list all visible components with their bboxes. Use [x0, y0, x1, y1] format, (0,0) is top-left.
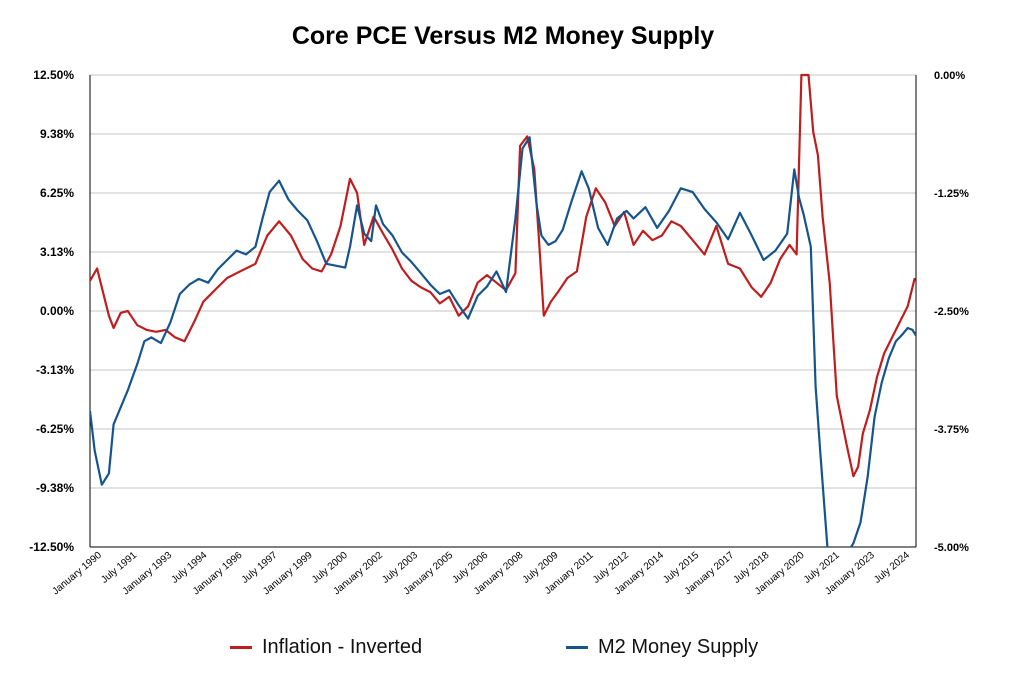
left-y-tick-label: -12.50%	[29, 540, 74, 554]
legend-swatch-inflation	[230, 646, 252, 649]
series-line-m2	[90, 136, 916, 547]
left-y-tick-label: 12.50%	[33, 68, 74, 82]
legend-item-inflation: Inflation - Inverted	[230, 636, 422, 659]
left-y-tick-label: 3.13%	[40, 245, 74, 259]
legend-label-m2: M2 Money Supply	[598, 636, 759, 658]
chart-title: Core PCE Versus M2 Money Supply	[291, 22, 715, 50]
right-y-tick-label: -1.25%	[934, 188, 969, 200]
legend-item-m2: M2 Money Supply	[566, 636, 758, 659]
legend-swatch-m2	[566, 646, 588, 649]
left-y-tick-label: -6.25%	[36, 422, 74, 436]
legend-label-inflation: Inflation - Inverted	[262, 636, 423, 658]
left-y-tick-label: -9.38%	[36, 481, 74, 495]
x-tick-label: July 2024	[872, 550, 912, 586]
series-line-inflation	[90, 73, 916, 478]
x-tick-label: January 1990	[50, 550, 104, 598]
left-y-tick-label: 9.38%	[40, 127, 74, 141]
right-y-tick-label: -5.00%	[934, 542, 969, 554]
series-lines	[90, 73, 916, 547]
right-y-axis: 0.00% -1.25% -2.50% -3.75% -5.00%	[915, 70, 969, 554]
legend: Inflation - Inverted M2 Money Supply	[0, 636, 1006, 660]
right-y-tick-label: -3.75%	[934, 424, 969, 436]
right-y-tick-label: -2.50%	[934, 306, 969, 318]
left-y-tick-label: 0.00%	[40, 304, 74, 318]
chart-plot: 12.50% 9.38% 6.25% 3.13% 0.00% -3.13% -6.25% -9…	[29, 68, 969, 598]
gridlines	[90, 74, 916, 548]
left-y-tick-label: 6.25%	[40, 186, 74, 200]
right-y-tick-label: 0.00%	[934, 70, 965, 82]
left-y-axis: 12.50% 9.38% 6.25% 3.13% 0.00% -3.13% -6.25% -9…	[29, 68, 91, 554]
left-y-tick-label: -3.13%	[36, 363, 74, 377]
